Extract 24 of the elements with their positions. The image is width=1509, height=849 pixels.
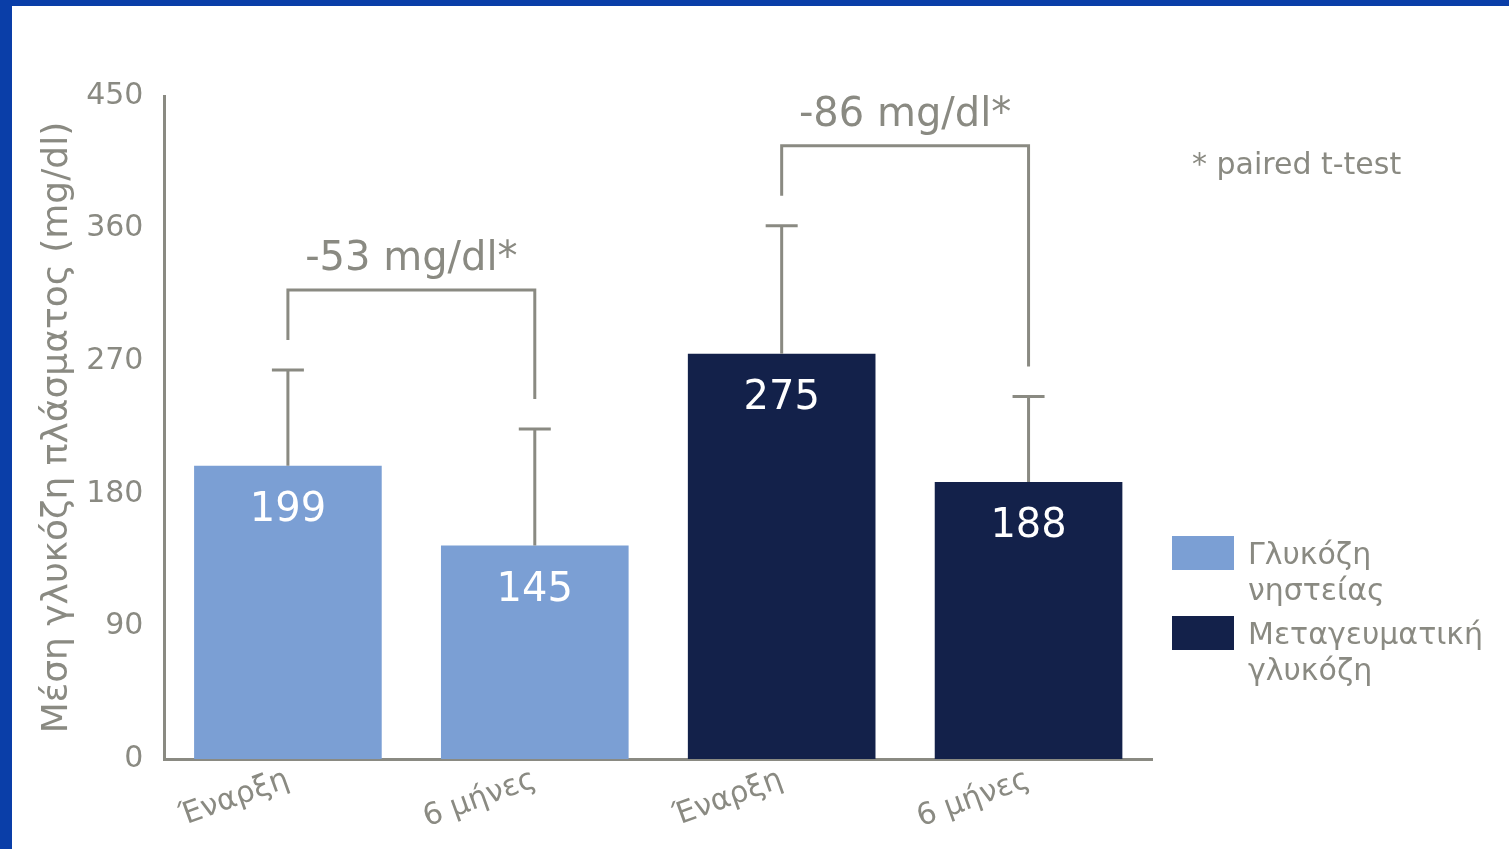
legend-label: Μεταγευματική γλυκόζη: [1248, 616, 1485, 688]
y-tick-label: 90: [105, 606, 144, 642]
y-tick-label: 450: [86, 75, 144, 111]
y-tick-label: 360: [86, 208, 144, 244]
bar: [194, 465, 382, 760]
x-tick-label: Έναρξη: [173, 759, 293, 833]
annotation: -53 mg/dl*: [305, 233, 518, 280]
bar: [934, 482, 1123, 760]
data-label: 275: [743, 372, 820, 419]
x-tick-label: Έναρξη: [666, 759, 787, 833]
data-label: 145: [496, 563, 573, 610]
y-axis-title: Μέση γλυκόζη πλάσματος (mg/dl): [33, 121, 75, 734]
y-tick-label: 0: [124, 738, 144, 774]
text: * paired t-test: [1192, 146, 1402, 181]
legend-label: Γλυκόζη νηστείας: [1248, 536, 1386, 608]
bar: [687, 353, 876, 760]
bar: [440, 545, 629, 760]
x-tick-label: 6 μήνες: [911, 759, 1034, 833]
annotation: -86 mg/dl*: [798, 88, 1012, 135]
y-tick-label: 180: [86, 473, 144, 509]
x-tick-label: 6 μήνες: [417, 759, 540, 833]
y-tick-label: 270: [86, 341, 144, 377]
data-label: 199: [249, 484, 327, 531]
data-label: 188: [990, 500, 1067, 547]
